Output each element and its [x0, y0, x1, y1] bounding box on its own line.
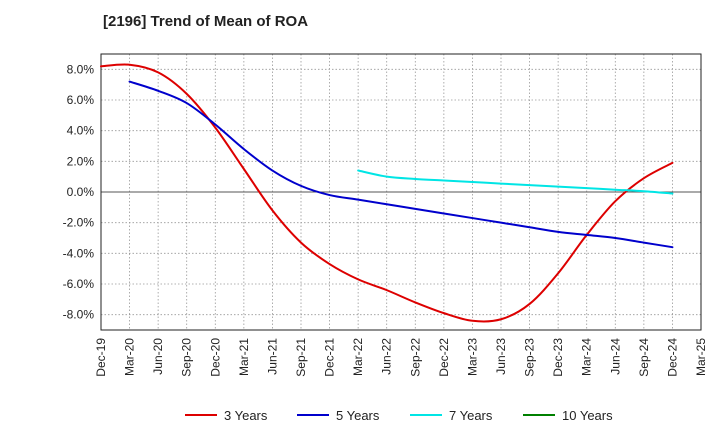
x-tick-label: Dec-24: [665, 338, 679, 377]
x-tick-label: Dec-19: [94, 338, 108, 377]
x-tick-label: Mar-22: [351, 338, 365, 376]
x-tick-label: Sep-21: [294, 338, 308, 377]
series-line-3-years: [100, 63, 674, 323]
y-tick-label: 4.0%: [67, 124, 95, 138]
x-tick-label: Jun-21: [265, 338, 279, 375]
series-line-7-years: [357, 169, 674, 195]
x-tick-label: Dec-23: [551, 338, 565, 377]
x-tick-label: Jun-20: [151, 338, 165, 375]
x-tick-label: Dec-22: [437, 338, 451, 377]
x-tick-label: Mar-24: [580, 338, 594, 376]
x-tick-label: Mar-25: [694, 338, 708, 376]
x-tick-label: Sep-23: [523, 338, 537, 377]
x-tick-label: Sep-20: [180, 338, 194, 377]
legend: 3 Years 5 Years 7 Years 10 Years: [185, 408, 613, 423]
y-tick-label: -8.0%: [63, 308, 95, 322]
y-tick-label: -4.0%: [63, 246, 95, 260]
x-tick-label: Jun-24: [608, 338, 622, 375]
chart-title: [2196] Trend of Mean of ROA: [103, 13, 309, 30]
y-tick-label: -6.0%: [63, 277, 95, 291]
x-tick-label: Sep-22: [408, 338, 422, 377]
x-tick-label: Dec-21: [323, 338, 337, 377]
series-line-5-years: [128, 80, 674, 249]
y-tick-label: 8.0%: [67, 62, 95, 76]
x-tick-label: Mar-23: [465, 338, 479, 376]
series-lines: [100, 63, 674, 323]
x-tick-label: Mar-21: [237, 338, 251, 376]
x-tick-label: Dec-20: [208, 338, 222, 377]
x-tick-label: Jun-23: [494, 338, 508, 375]
legend-label-10-years: 10 Years: [562, 408, 613, 423]
x-tick-label: Sep-24: [637, 338, 651, 377]
x-tick-label: Jun-22: [380, 338, 394, 375]
x-axis-ticks: Dec-19 Mar-20 Jun-20 Sep-20 Dec-20 Mar-21 Jun-…: [94, 338, 708, 377]
legend-label-5-years: 5 Years: [336, 408, 380, 423]
plot-frame: [100, 53, 702, 331]
y-tick-label: 6.0%: [67, 93, 95, 107]
legend-label-7-years: 7 Years: [449, 408, 493, 423]
x-tick-label: Mar-20: [123, 338, 137, 376]
y-tick-label: 0.0%: [67, 185, 95, 199]
legend-label-3-years: 3 Years: [224, 408, 268, 423]
y-tick-label: -2.0%: [63, 216, 95, 230]
y-tick-label: 2.0%: [67, 154, 95, 168]
y-axis-ticks: 8.0% 6.0% 4.0% 2.0% 0.0% -2.0% -4.0% -6.0% -8.0%: [63, 62, 95, 321]
